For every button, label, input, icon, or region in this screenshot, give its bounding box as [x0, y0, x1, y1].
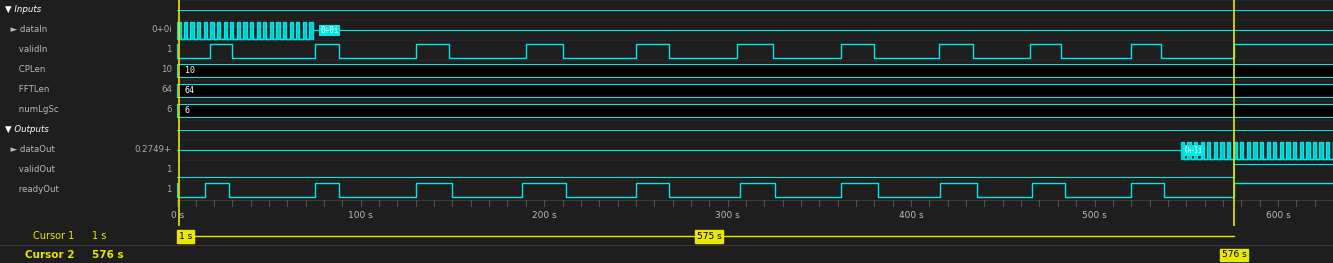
Text: 575 s: 575 s — [697, 232, 721, 241]
Text: ▼ Outputs: ▼ Outputs — [5, 125, 49, 134]
Text: 64: 64 — [185, 86, 195, 95]
Text: FFTLen: FFTLen — [5, 85, 49, 94]
Text: ► dataOut: ► dataOut — [5, 145, 55, 154]
Text: 1: 1 — [167, 185, 172, 194]
Text: 100 s: 100 s — [348, 211, 373, 220]
Text: ► dataIn: ► dataIn — [5, 26, 48, 34]
Text: 200 s: 200 s — [532, 211, 556, 220]
Text: 6: 6 — [167, 105, 172, 114]
Text: validIn: validIn — [5, 45, 48, 54]
Text: CPLen: CPLen — [5, 65, 45, 74]
Text: numLgSc: numLgSc — [5, 105, 59, 114]
Text: 576 s: 576 s — [92, 250, 124, 260]
Text: ▼ Inputs: ▼ Inputs — [5, 6, 41, 14]
Text: 6: 6 — [185, 106, 189, 115]
Text: 1 s: 1 s — [179, 232, 192, 241]
Text: Cursor 2: Cursor 2 — [25, 250, 75, 260]
Text: 0.2749+: 0.2749+ — [135, 145, 172, 154]
Text: 576 s: 576 s — [1221, 250, 1246, 259]
Text: 0+0i: 0+0i — [1185, 146, 1202, 155]
Text: 500 s: 500 s — [1082, 211, 1106, 220]
Text: 1: 1 — [167, 45, 172, 54]
Text: 300 s: 300 s — [716, 211, 740, 220]
Text: 0+0i: 0+0i — [152, 26, 172, 34]
Text: 600 s: 600 s — [1265, 211, 1290, 220]
Text: 1: 1 — [167, 165, 172, 174]
Text: readyOut: readyOut — [5, 185, 59, 194]
Text: 1 s: 1 s — [92, 231, 107, 241]
Text: 10: 10 — [185, 66, 195, 75]
Text: 64: 64 — [161, 85, 172, 94]
Text: 0 s: 0 s — [171, 211, 184, 220]
Text: Cursor 1: Cursor 1 — [33, 231, 75, 241]
Text: validOut: validOut — [5, 165, 55, 174]
Text: 0+0i: 0+0i — [320, 26, 339, 35]
Text: 10: 10 — [161, 65, 172, 74]
Text: 400 s: 400 s — [898, 211, 924, 220]
